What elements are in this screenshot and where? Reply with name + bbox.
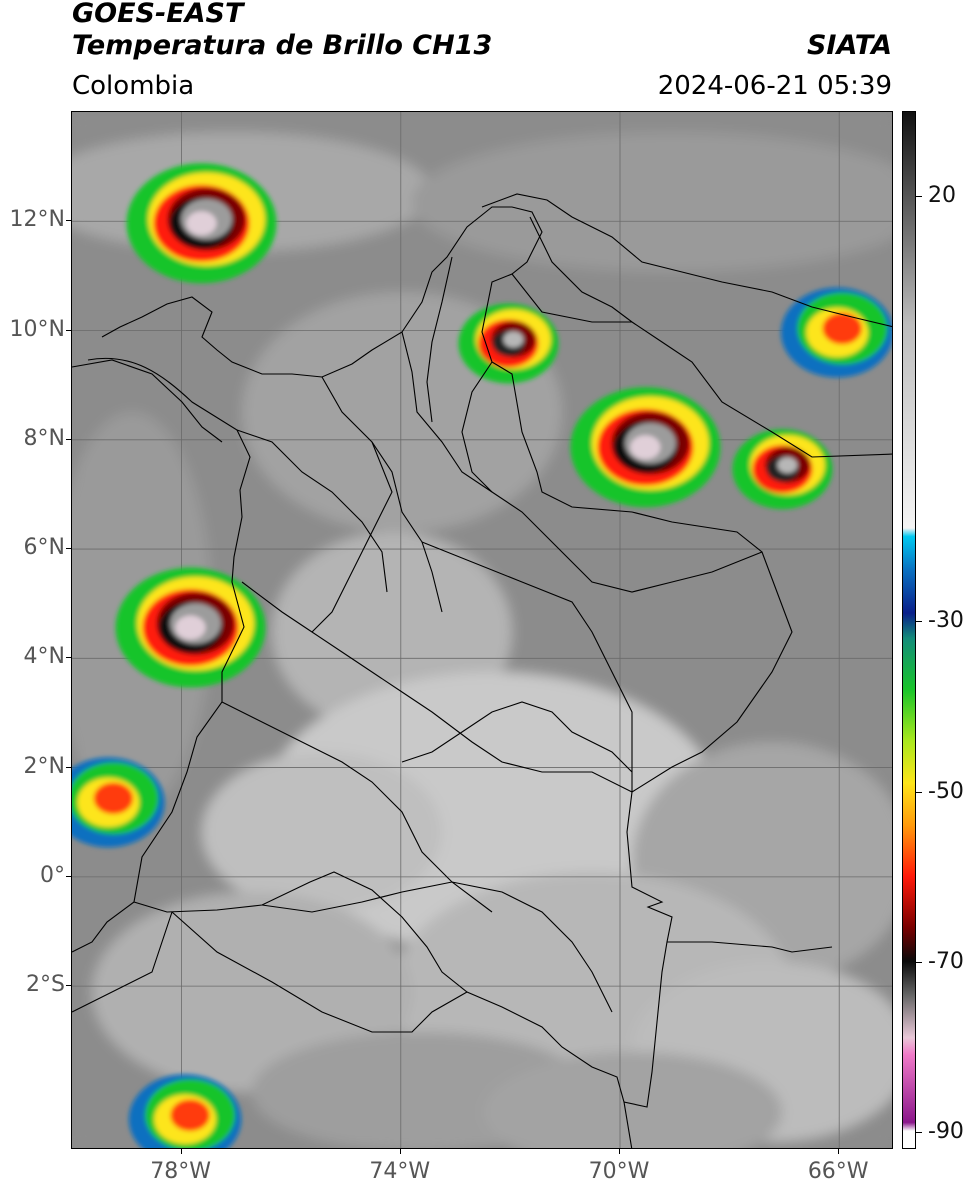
product-title: Temperatura de Brillo CH13 <box>72 30 493 61</box>
lat-tick-label: 10°N <box>9 316 65 342</box>
colorbar-tick-label: 20 <box>928 183 956 209</box>
colorbar-tick <box>916 621 922 623</box>
lon-tick-label: 78°W <box>150 1159 211 1184</box>
storm-cell-ring <box>175 615 206 640</box>
admin-9 <box>311 441 393 633</box>
venezuela-coast <box>481 193 892 328</box>
map-canvas <box>72 112 892 1148</box>
colorbar-tick-label: -50 <box>928 778 964 804</box>
colorbar-tick <box>916 196 922 198</box>
storm-cells <box>72 163 892 1148</box>
lat-tick <box>66 657 71 659</box>
lat-tick-label: 12°N <box>9 207 65 233</box>
storm-cell-ring <box>822 312 862 345</box>
region-label: Colombia <box>72 71 195 101</box>
lat-tick <box>66 766 71 768</box>
admin-3 <box>401 331 763 593</box>
admin-8 <box>261 881 613 1013</box>
lat-tick <box>66 548 71 550</box>
panama-coast <box>72 359 223 443</box>
storm-cell-ring <box>630 435 661 460</box>
lat-tick-label: 8°N <box>23 425 65 451</box>
storm-cell <box>128 1074 242 1148</box>
brazil-border <box>623 941 833 1148</box>
storm-cell <box>126 163 277 284</box>
admin-1 <box>321 376 443 613</box>
admin-2 <box>236 429 388 593</box>
storm-cell <box>72 757 165 848</box>
lat-tick-label: 2°S <box>26 972 65 998</box>
lat-tick-label: 2°N <box>23 753 65 779</box>
admin-10 <box>426 256 453 423</box>
ecuador-border <box>72 901 173 1013</box>
lon-tick-label: 66°W <box>807 1159 869 1184</box>
colorbar-tick <box>916 791 922 793</box>
lon-tick-label: 70°W <box>588 1159 650 1184</box>
lat-tick-label: 0° <box>40 862 65 888</box>
venezuela-border <box>511 216 892 458</box>
lon-tick-label: 74°W <box>369 1159 431 1184</box>
storm-cell-ring <box>777 457 798 474</box>
datetime-label: 2024-06-21 05:39 <box>657 71 892 101</box>
peru-border <box>171 911 468 1033</box>
lat-tick <box>66 220 71 222</box>
lat-tick <box>66 438 71 440</box>
lon-tick <box>838 1149 840 1154</box>
satellite-title: GOES-EAST <box>72 0 244 29</box>
lon-tick <box>619 1149 620 1154</box>
storm-cell <box>458 303 559 384</box>
storm-cell-ring <box>93 782 134 815</box>
colorbar <box>902 111 916 1149</box>
colorbar-tick-label: -30 <box>928 608 964 634</box>
country-borders <box>72 193 892 1148</box>
admin-7 <box>401 701 633 773</box>
lon-tick <box>399 1149 401 1154</box>
colorbar-tick <box>916 1131 922 1133</box>
storm-cell <box>732 429 833 510</box>
lat-tick-label: 6°N <box>23 535 65 561</box>
colombia-border <box>87 206 793 1108</box>
storm-cell-ring <box>186 211 217 236</box>
colorbar-tick-label: -70 <box>928 948 964 974</box>
colorbar-tick-label: -90 <box>928 1118 964 1144</box>
admin-6 <box>221 701 493 913</box>
admin-11 <box>461 361 493 493</box>
admin-4 <box>421 541 633 792</box>
lat-tick-label: 4°N <box>23 644 65 670</box>
lat-tick <box>66 329 71 331</box>
agency-label: SIATA <box>806 30 892 61</box>
colorbar-tick <box>916 961 922 963</box>
storm-cell-ring <box>170 1099 210 1131</box>
lon-tick <box>180 1149 182 1154</box>
admin-5 <box>241 581 633 793</box>
storm-cell <box>570 387 721 508</box>
lat-tick <box>66 875 71 877</box>
background-clouds <box>72 112 892 1148</box>
satellite-map[interactable] <box>71 111 893 1149</box>
storm-cell-ring <box>503 331 524 348</box>
lat-tick <box>66 985 71 987</box>
storm-cell <box>780 287 892 378</box>
storm-cell <box>115 567 266 688</box>
